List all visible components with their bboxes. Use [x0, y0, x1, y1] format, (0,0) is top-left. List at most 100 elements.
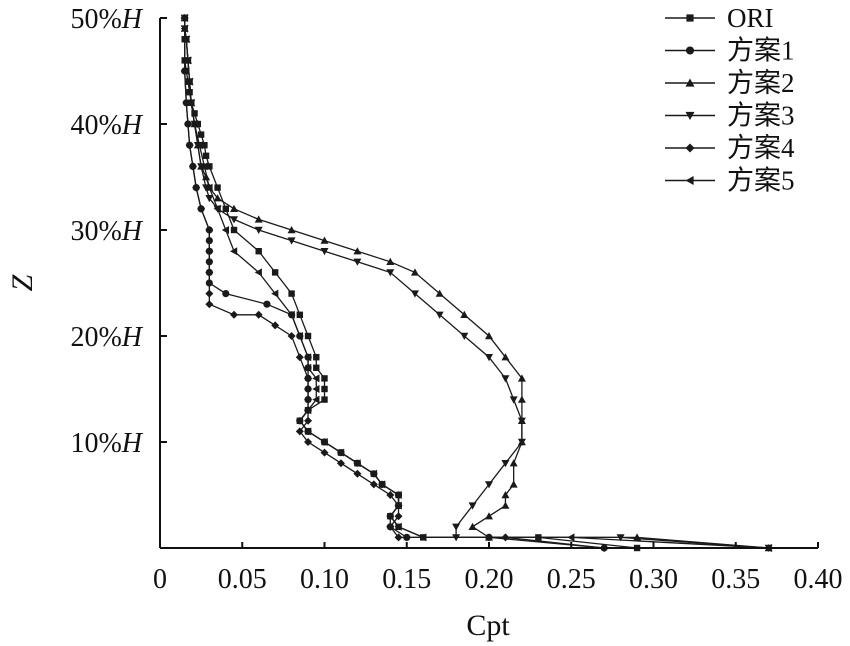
data-point: [183, 120, 192, 128]
legend-label: 方案4: [727, 133, 795, 163]
data-point: [386, 269, 395, 277]
x-tick-label: 0.30: [629, 564, 678, 595]
series-2: [181, 14, 608, 552]
data-point: [616, 534, 625, 542]
y-tick-label: 50%H: [70, 4, 143, 35]
data-point: [501, 353, 510, 361]
plot-area: [180, 14, 773, 552]
data-point: [180, 24, 188, 33]
data-point: [180, 14, 188, 22]
data-point: [386, 522, 395, 531]
data-point: [195, 141, 203, 150]
y-tick-label: 20%H: [70, 322, 143, 353]
series-line: [184, 18, 638, 549]
data-point: [386, 512, 394, 521]
data-point: [255, 248, 262, 255]
data-point: [191, 110, 198, 117]
legend-item: 方案1: [665, 36, 795, 66]
legend-marker: [685, 176, 694, 185]
data-point: [186, 89, 193, 96]
data-point: [320, 448, 329, 457]
data-point: [254, 215, 263, 223]
data-point: [205, 226, 214, 234]
legend-item: 方案5: [665, 166, 795, 196]
legend-marker: [685, 111, 695, 120]
series-line: [184, 18, 769, 549]
data-point: [485, 354, 493, 362]
data-point: [304, 406, 312, 415]
data-point: [271, 269, 279, 276]
data-point: [197, 131, 205, 138]
x-tick-label: 0.05: [218, 564, 267, 595]
legend-item: ORI: [665, 3, 774, 33]
data-point: [288, 290, 295, 297]
data-point: [321, 396, 328, 403]
legend-marker: [685, 78, 695, 87]
data-point: [197, 204, 206, 213]
series-3: [180, 14, 773, 552]
legend-label: 方案1: [727, 36, 795, 66]
series-line: [184, 18, 769, 549]
data-point: [386, 491, 395, 499]
data-point: [509, 459, 518, 467]
data-point: [485, 481, 493, 489]
data-point: [205, 300, 214, 309]
data-point: [312, 385, 320, 393]
series-6: [180, 14, 772, 552]
data-point: [468, 522, 477, 530]
data-point: [320, 236, 329, 244]
data-point: [501, 501, 510, 509]
x-tick-label: 0.25: [547, 564, 596, 595]
series-1: [181, 14, 641, 552]
legend-label: 方案2: [727, 68, 795, 98]
data-point: [185, 77, 193, 86]
data-point: [271, 289, 279, 298]
data-point: [353, 469, 362, 478]
data-point: [254, 268, 262, 277]
data-point: [460, 332, 469, 340]
data-point: [304, 385, 313, 393]
data-point: [296, 311, 304, 318]
y-axis-ticks: 10%H 20%H 30%H 40%H 50%H: [70, 4, 167, 459]
data-point: [304, 332, 312, 340]
data-point: [386, 257, 395, 265]
data-point: [435, 311, 444, 319]
data-point: [295, 416, 304, 425]
data-point: [501, 491, 510, 499]
data-point: [460, 310, 469, 318]
y-tick-label: 30%H: [70, 216, 143, 247]
legend-marker: [686, 14, 694, 22]
x-tick-label: 0.35: [711, 564, 760, 595]
data-point: [192, 183, 201, 192]
data-point: [394, 501, 402, 510]
data-point: [214, 184, 221, 191]
data-point: [254, 310, 263, 319]
data-point: [304, 427, 312, 436]
x-axis-title: Cpt: [466, 609, 510, 642]
data-point: [230, 216, 239, 224]
data-point: [509, 396, 518, 404]
data-point: [287, 310, 295, 319]
data-point: [468, 502, 477, 510]
data-point: [321, 375, 328, 382]
data-point: [205, 289, 214, 298]
data-point: [205, 195, 214, 203]
data-point: [304, 416, 313, 425]
data-point: [187, 98, 195, 107]
data-point: [353, 247, 362, 255]
data-point: [485, 332, 493, 340]
data-point: [213, 204, 221, 213]
series-line: [184, 18, 769, 549]
series-line: [184, 18, 605, 549]
data-point: [230, 204, 239, 212]
data-point: [201, 142, 208, 149]
x-axis-ticks: 0 0.05 0.10 0.15 0.20 0.25 0.30 0.35 0.40: [153, 542, 843, 595]
data-point: [304, 353, 312, 362]
data-point: [222, 205, 229, 212]
data-point: [205, 183, 213, 192]
x-tick-label: 0.10: [300, 564, 349, 595]
data-point: [182, 35, 190, 44]
data-point: [304, 395, 313, 404]
data-point: [188, 162, 197, 171]
